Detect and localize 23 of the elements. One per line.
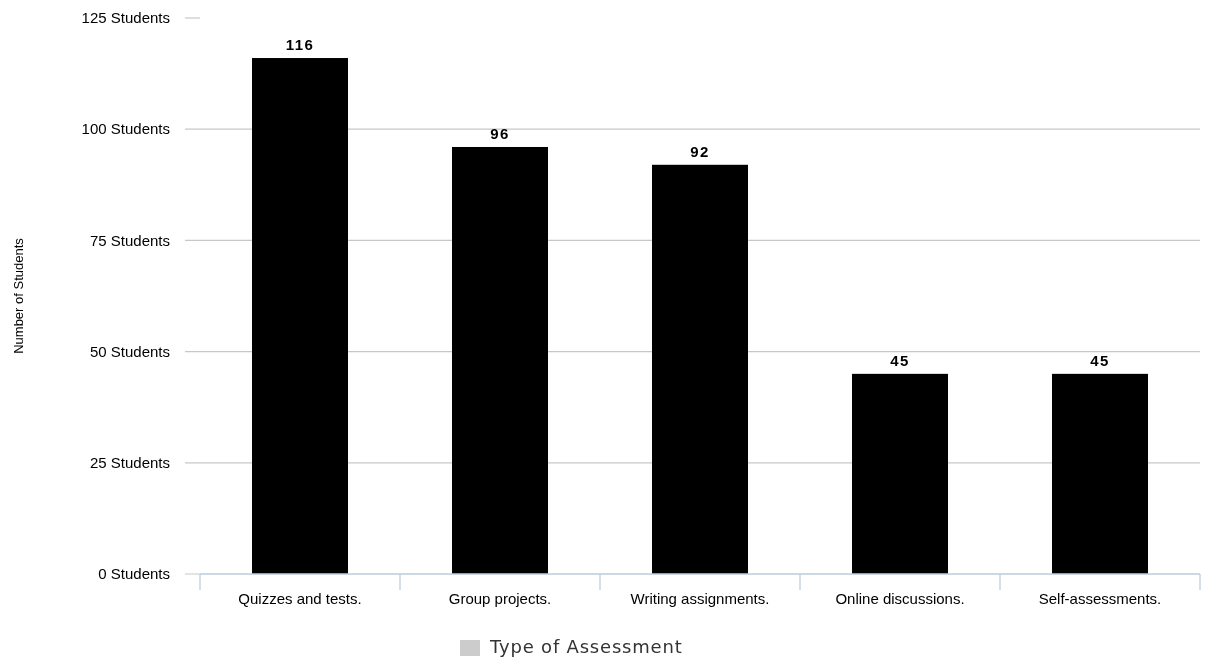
legend-label: Type of Assessment [489, 636, 683, 657]
data-label: 45 [1090, 351, 1110, 369]
bar [1052, 373, 1148, 574]
y-axis-title: Number of Students [11, 237, 26, 354]
data-label: 45 [890, 351, 910, 369]
data-label: 116 [285, 36, 315, 54]
bar [452, 146, 548, 574]
y-tick-label: 25 Students [89, 454, 170, 472]
x-tick-label: Self-assessments. [1038, 590, 1162, 607]
bar [652, 164, 748, 574]
y-tick-label: 125 Students [81, 9, 170, 27]
y-tick-label: 100 Students [81, 120, 170, 138]
y-tick-label: 50 Students [89, 342, 170, 360]
data-label: 96 [490, 124, 510, 142]
x-tick-label: Quizzes and tests. [238, 590, 362, 607]
y-tick-label: 75 Students [89, 231, 170, 249]
x-tick-label: Group projects. [448, 590, 552, 607]
bar [252, 58, 348, 574]
x-tick-label: Writing assignments. [630, 590, 770, 607]
y-tick-label: 0 Students [98, 565, 170, 583]
x-tick-label: Online discussions. [835, 590, 965, 607]
bar [852, 373, 948, 574]
data-label: 92 [690, 142, 710, 160]
